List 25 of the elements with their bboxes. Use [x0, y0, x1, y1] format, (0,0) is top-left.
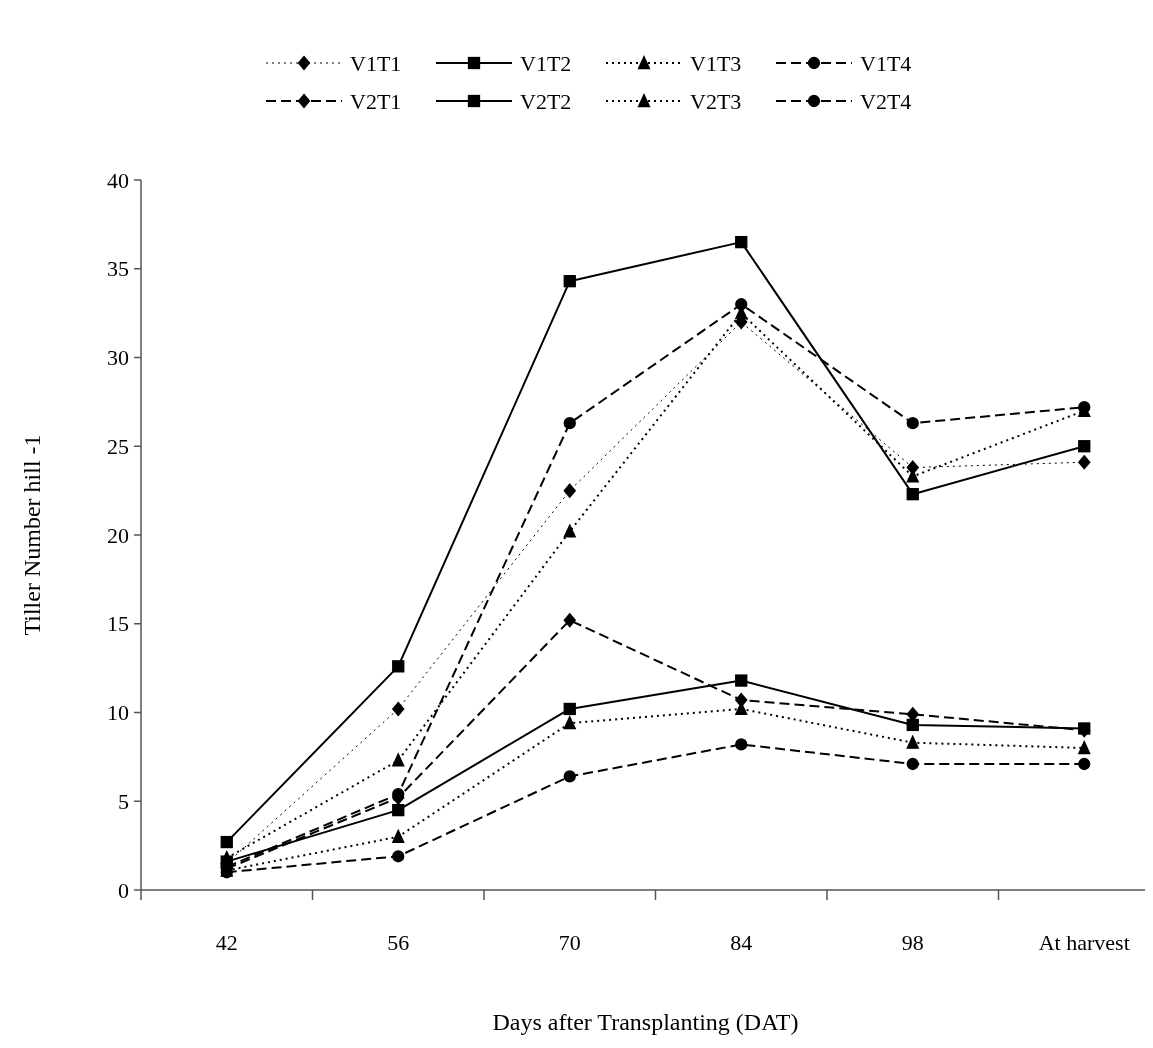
legend-label: V1T4: [860, 50, 912, 76]
legend-label: V2T4: [860, 88, 912, 114]
legend-label: V2T3: [690, 88, 742, 114]
y-axis-title: Tiller Number hill -1: [19, 434, 45, 636]
x-tick-label: 42: [215, 930, 238, 955]
legend-label: V2T1: [350, 88, 402, 114]
x-tick-label: 70: [558, 930, 581, 955]
x-tick-label: 98: [901, 930, 924, 955]
y-tick-label: 40: [107, 167, 129, 193]
y-tick-label: 25: [107, 433, 129, 459]
y-tick-label: 20: [107, 522, 129, 548]
y-tick-label: 35: [107, 256, 129, 282]
x-tick-label: 56: [387, 930, 410, 955]
y-tick-label: 30: [107, 345, 129, 370]
x-tick-label: At harvest: [1038, 930, 1130, 955]
legend-label: V1T2: [520, 50, 572, 76]
y-tick-label: 5: [118, 788, 129, 814]
y-tick-label: 15: [107, 611, 129, 637]
y-tick-label: 0: [118, 877, 129, 903]
legend-label: V1T3: [690, 50, 742, 76]
x-axis-title: Days after Transplanting (DAT): [492, 1009, 799, 1035]
y-tick-label: 10: [107, 700, 129, 725]
legend-label: V1T1: [350, 50, 402, 76]
legend-label: V2T2: [520, 88, 572, 114]
x-tick-label: 84: [730, 930, 753, 955]
